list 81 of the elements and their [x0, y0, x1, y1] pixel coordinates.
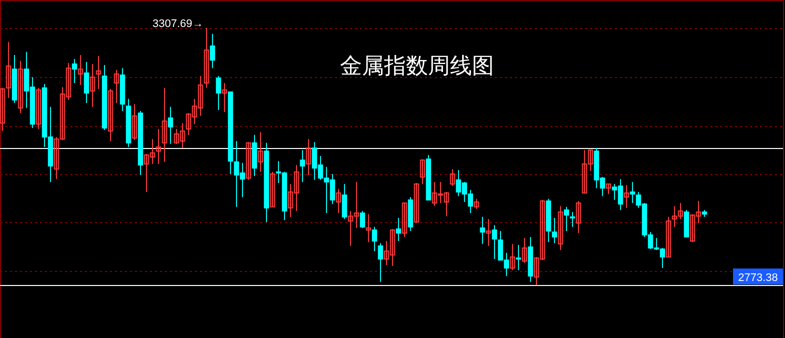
candlestick — [474, 198, 480, 210]
candlestick — [540, 199, 546, 261]
candlestick — [72, 58, 78, 84]
candlestick — [348, 210, 354, 246]
candlestick — [156, 128, 162, 164]
candlestick — [18, 60, 24, 114]
candlestick — [480, 216, 486, 244]
candlestick — [552, 217, 558, 244]
candlestick — [696, 200, 702, 224]
candlestick — [576, 200, 582, 234]
candlestick — [306, 138, 312, 176]
candlestick — [66, 62, 72, 100]
candlestick — [192, 98, 198, 125]
candlestick — [354, 181, 360, 228]
candlestick — [36, 87, 42, 130]
candlestick — [564, 206, 570, 232]
candlestick — [414, 182, 420, 223]
candlestick — [204, 28, 210, 88]
candlestick — [444, 191, 450, 217]
candlestick — [6, 41, 12, 98]
candlestick — [210, 33, 216, 69]
candlestick — [690, 214, 696, 243]
candlestick — [624, 184, 630, 208]
candlestick — [108, 88, 114, 142]
candlestick — [630, 181, 636, 204]
candlestick — [384, 240, 390, 266]
candlestick — [300, 150, 306, 182]
text: 金属指数周线图 — [340, 54, 494, 79]
candlestick — [288, 184, 294, 218]
candlestick — [336, 188, 342, 214]
candlestick — [366, 214, 372, 243]
candlestick — [168, 106, 174, 144]
candlestick — [516, 244, 522, 271]
candlestick — [144, 153, 150, 192]
candlestick — [78, 54, 84, 86]
candlestick — [666, 216, 672, 258]
candlestick — [432, 181, 438, 207]
candlestick — [570, 212, 576, 228]
candlestick — [486, 218, 492, 246]
candlestick — [90, 63, 96, 108]
candlestick — [84, 61, 90, 104]
candlestick — [372, 226, 378, 252]
candlestick — [522, 237, 528, 264]
candlestick — [198, 76, 204, 116]
candlestick — [402, 202, 408, 238]
text: 2773.38 — [738, 272, 778, 284]
candlestick — [180, 122, 186, 149]
candlestick — [342, 184, 348, 220]
candlestick — [294, 164, 300, 212]
candlestick — [582, 150, 588, 194]
candlestick — [420, 158, 426, 184]
candlestick — [150, 138, 156, 164]
candlestick — [606, 184, 612, 195]
candlestick — [132, 104, 138, 141]
candlestick — [558, 206, 564, 251]
candlestick — [222, 82, 228, 113]
candlestick — [258, 132, 264, 172]
candlestick — [174, 128, 180, 144]
candlestick — [588, 150, 594, 172]
candlestick — [510, 243, 516, 271]
candlestick — [396, 217, 402, 242]
candlestick — [360, 210, 366, 228]
candlestick — [678, 202, 684, 220]
annotation: 3307.69→ — [152, 18, 204, 30]
candlestick — [216, 76, 222, 110]
candlestick — [162, 87, 168, 162]
candlestick — [492, 224, 498, 260]
candlestick — [390, 228, 396, 266]
candlestick — [534, 256, 540, 286]
candlestick — [270, 171, 276, 208]
candlestick — [246, 142, 252, 180]
candlestick — [378, 242, 384, 282]
candlestick — [0, 87, 6, 132]
candlestick — [450, 168, 456, 187]
candlestick — [114, 69, 120, 104]
candlestick — [96, 56, 102, 90]
candlestick — [186, 112, 192, 136]
candlestick — [438, 181, 444, 204]
candlestick — [672, 206, 678, 228]
candlestick — [60, 86, 66, 141]
candlestick — [54, 136, 60, 180]
